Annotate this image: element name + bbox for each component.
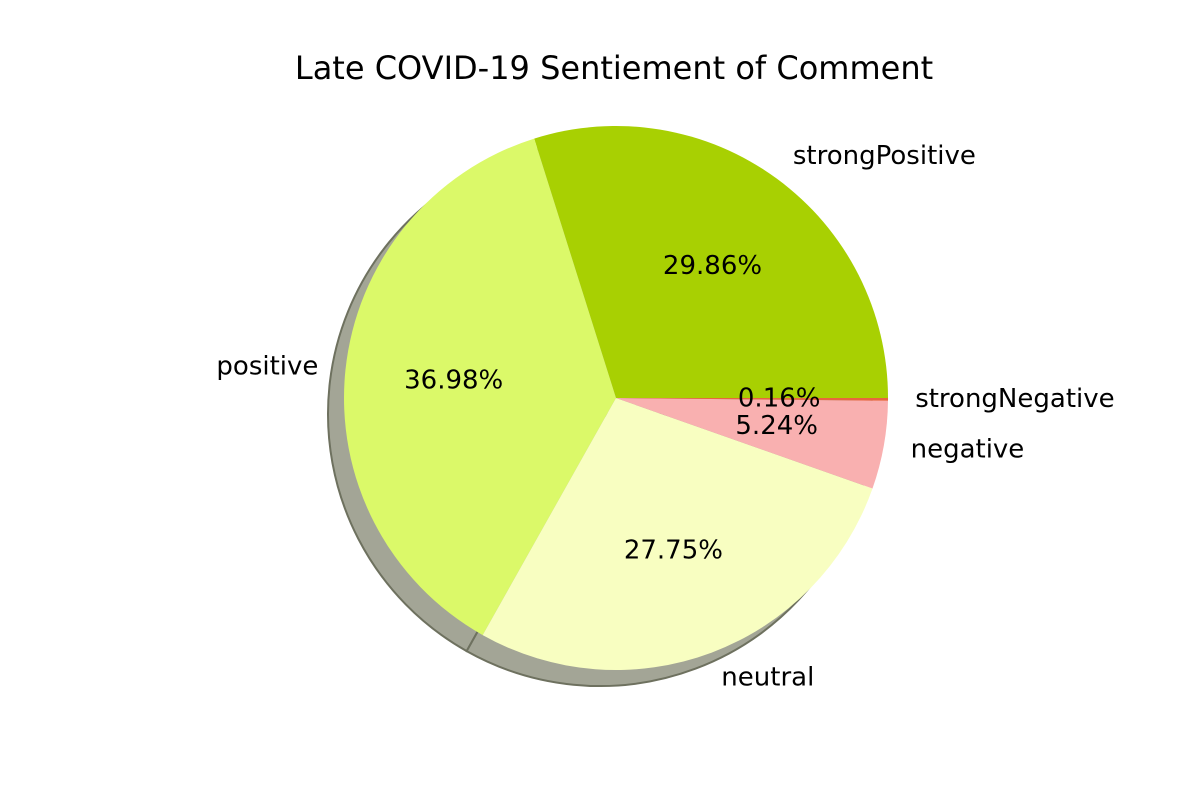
pct-neutral: 27.75% — [624, 535, 723, 565]
pie-slices — [344, 126, 889, 671]
label-strong-positive: strongPositive — [793, 141, 976, 171]
pct-negative: 5.24% — [735, 411, 818, 441]
slice-positive — [344, 138, 616, 636]
slice-neutral — [482, 398, 873, 671]
slice-strong-negative — [616, 398, 889, 401]
label-strong-negative: strongNegative — [915, 384, 1114, 414]
pie-labels: strongPositive 29.86% positive 36.98% neutra… — [216, 141, 1114, 692]
slice-negative — [616, 398, 888, 489]
label-positive: positive — [216, 352, 318, 382]
label-neutral: neutral — [721, 663, 814, 693]
pct-positive: 36.98% — [404, 366, 503, 396]
pct-strong-positive: 29.86% — [663, 251, 762, 281]
chart-title: Late COVID-19 Sentiement of Comment — [295, 49, 933, 87]
slice-strong-positive — [534, 126, 888, 399]
pct-strong-negative: 0.16% — [738, 383, 821, 413]
label-negative: negative — [911, 435, 1025, 465]
